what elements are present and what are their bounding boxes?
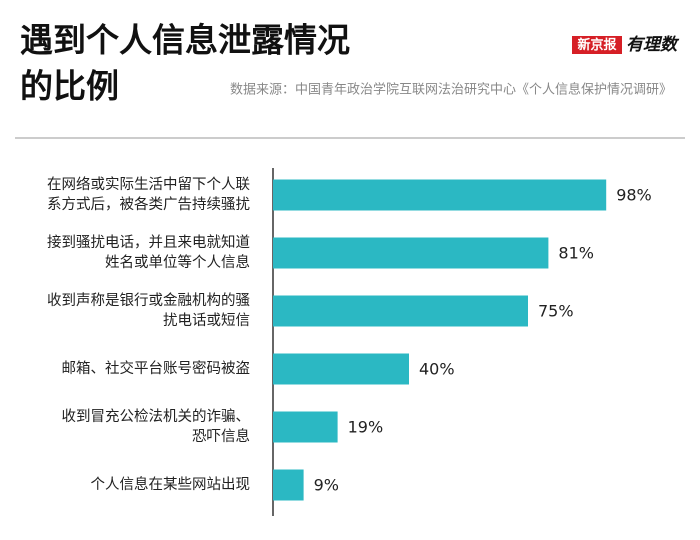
chart-title-line: 的比例 (20, 67, 119, 106)
bar (273, 179, 607, 211)
value-label: 9% (314, 476, 339, 495)
value-label: 81% (558, 244, 594, 263)
value-label: 75% (538, 302, 574, 321)
chart-title-line: 遇到个人信息泄露情况 (20, 21, 350, 60)
logo-column: 有理数 (626, 35, 680, 55)
bar (273, 469, 304, 501)
value-label: 98% (616, 186, 652, 205)
bar (273, 295, 528, 327)
value-label: 40% (419, 360, 455, 379)
source: 数据来源：中国青年政治学院互联网法治研究中心《个人信息保护情况调研》 (230, 82, 672, 98)
category-label: 姓名或单位等个人信息 (105, 253, 250, 271)
category-label: 在网络或实际生活中留下个人联 (47, 176, 250, 193)
category-label: 收到冒充公检法机关的诈骗、 (62, 408, 251, 425)
bar (273, 353, 409, 385)
category-label: 系方式后，被各类广告持续骚扰 (47, 196, 250, 213)
logo-brand: 新京报 (577, 37, 617, 53)
category-label: 个人信息在某些网站出现 (91, 476, 251, 493)
category-label: 邮箱、社交平台账号密码被盗 (62, 359, 251, 377)
category-label: 收到声称是银行或金融机构的骚 (47, 291, 250, 309)
bar (273, 411, 338, 443)
value-label: 19% (348, 418, 384, 437)
category-label: 恐吓信息 (192, 428, 250, 445)
bar (273, 237, 549, 269)
logo-box (572, 36, 622, 54)
category-label: 扰电话或短信 (163, 312, 250, 329)
category-label: 接到骚扰电话，并且来电就知道 (47, 234, 250, 251)
